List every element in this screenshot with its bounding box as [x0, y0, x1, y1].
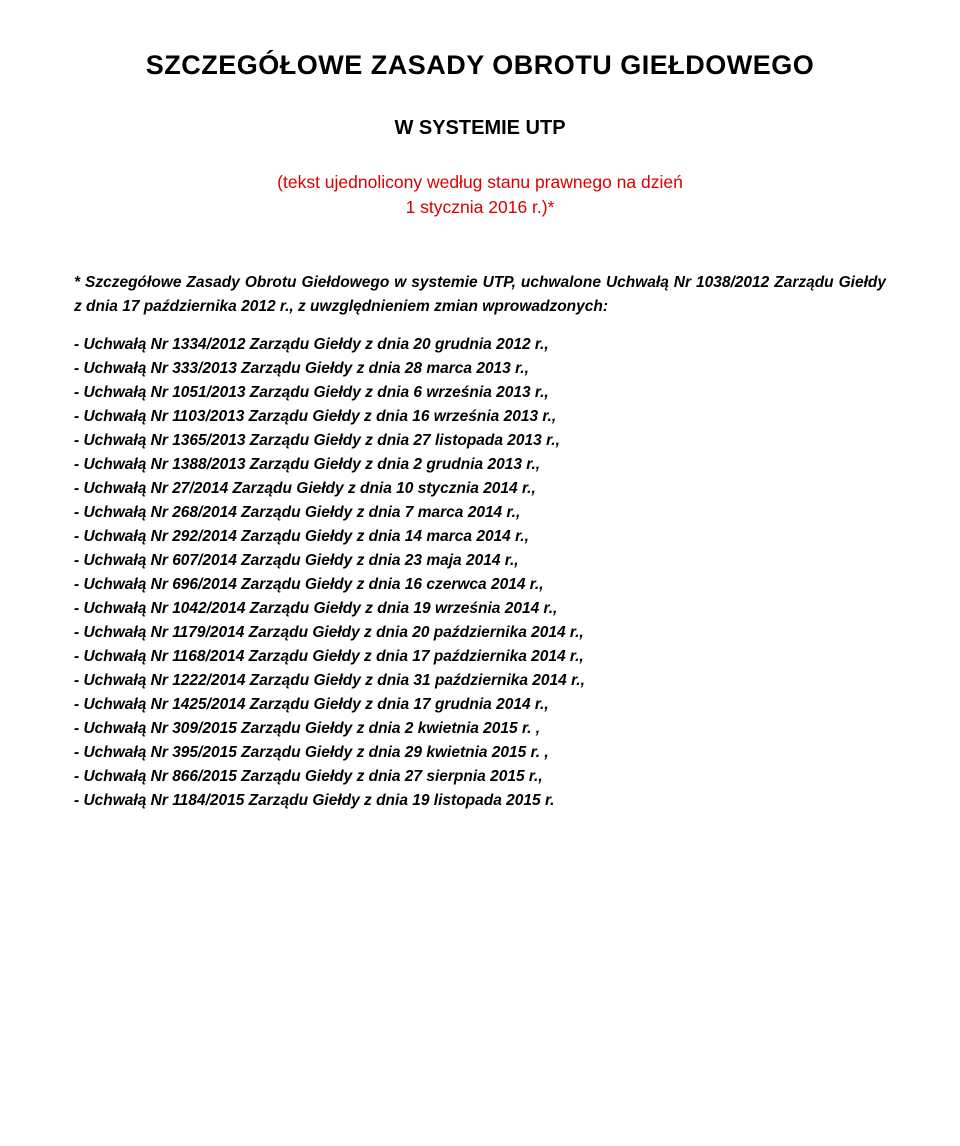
document-title: SZCZEGÓŁOWE ZASADY OBROTU GIEŁDOWEGO: [74, 48, 886, 83]
amendment-item: - Uchwałą Nr 333/2013 Zarządu Giełdy z d…: [74, 357, 886, 381]
amendment-item: - Uchwałą Nr 1425/2014 Zarządu Giełdy z …: [74, 693, 886, 717]
amendment-item: - Uchwałą Nr 696/2014 Zarządu Giełdy z d…: [74, 573, 886, 597]
amendments-list: - Uchwałą Nr 1334/2012 Zarządu Giełdy z …: [74, 333, 886, 813]
document-page: SZCZEGÓŁOWE ZASADY OBROTU GIEŁDOWEGO W S…: [0, 0, 960, 853]
amendment-item: - Uchwałą Nr 1388/2013 Zarządu Giełdy z …: [74, 453, 886, 477]
consolidation-note: (tekst ujednolicony według stanu prawneg…: [74, 170, 886, 219]
amendment-item: - Uchwałą Nr 1103/2013 Zarządu Giełdy z …: [74, 405, 886, 429]
amendment-item: - Uchwałą Nr 309/2015 Zarządu Giełdy z d…: [74, 717, 886, 741]
amendment-item: - Uchwałą Nr 292/2014 Zarządu Giełdy z d…: [74, 525, 886, 549]
document-subtitle: W SYSTEMIE UTP: [74, 117, 886, 140]
amendment-item: - Uchwałą Nr 1222/2014 Zarządu Giełdy z …: [74, 669, 886, 693]
amendment-item: - Uchwałą Nr 1168/2014 Zarządu Giełdy z …: [74, 645, 886, 669]
amendment-item: - Uchwałą Nr 1334/2012 Zarządu Giełdy z …: [74, 333, 886, 357]
note-line-2: 1 stycznia 2016 r.)*: [406, 197, 555, 217]
amendment-item: - Uchwałą Nr 607/2014 Zarządu Giełdy z d…: [74, 549, 886, 573]
intro-paragraph: * Szczegółowe Zasady Obrotu Giełdowego w…: [74, 271, 886, 319]
amendment-item: - Uchwałą Nr 27/2014 Zarządu Giełdy z dn…: [74, 477, 886, 501]
amendment-item: - Uchwałą Nr 1051/2013 Zarządu Giełdy z …: [74, 381, 886, 405]
amendment-item: - Uchwałą Nr 866/2015 Zarządu Giełdy z d…: [74, 765, 886, 789]
amendment-item: - Uchwałą Nr 1365/2013 Zarządu Giełdy z …: [74, 429, 886, 453]
amendment-item: - Uchwałą Nr 1184/2015 Zarządu Giełdy z …: [74, 789, 886, 813]
amendment-item: - Uchwałą Nr 268/2014 Zarządu Giełdy z d…: [74, 501, 886, 525]
amendment-item: - Uchwałą Nr 1042/2014 Zarządu Giełdy z …: [74, 597, 886, 621]
amendment-item: - Uchwałą Nr 1179/2014 Zarządu Giełdy z …: [74, 621, 886, 645]
amendment-item: - Uchwałą Nr 395/2015 Zarządu Giełdy z d…: [74, 741, 886, 765]
note-line-1: (tekst ujednolicony według stanu prawneg…: [277, 172, 683, 192]
